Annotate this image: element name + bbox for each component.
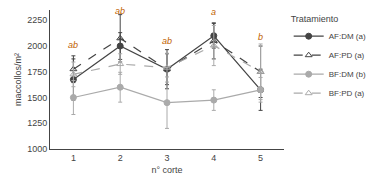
svg-text:2000: 2000 xyxy=(27,41,47,51)
svg-text:ab: ab xyxy=(162,36,172,46)
svg-text:2250: 2250 xyxy=(27,15,47,25)
svg-text:4: 4 xyxy=(211,153,216,163)
svg-text:BF:DM (b): BF:DM (b) xyxy=(329,70,366,79)
svg-text:ab: ab xyxy=(115,6,125,16)
svg-text:BF:PD (a): BF:PD (a) xyxy=(329,89,365,98)
svg-text:AF:DM (a): AF:DM (a) xyxy=(329,32,366,41)
svg-text:maccollos/m²: maccollos/m² xyxy=(13,53,23,106)
svg-text:AF:PD (a): AF:PD (a) xyxy=(329,51,365,60)
svg-text:3: 3 xyxy=(164,153,169,163)
svg-text:1750: 1750 xyxy=(27,67,47,77)
svg-text:2: 2 xyxy=(118,153,123,163)
svg-text:1000: 1000 xyxy=(27,144,47,154)
svg-text:ab: ab xyxy=(68,40,78,50)
svg-text:1250: 1250 xyxy=(27,118,47,128)
svg-text:b: b xyxy=(258,32,263,42)
svg-text:1: 1 xyxy=(71,153,76,163)
svg-text:Tratamiento: Tratamiento xyxy=(291,14,339,24)
svg-text:5: 5 xyxy=(258,153,263,163)
svg-text:1500: 1500 xyxy=(27,93,47,103)
svg-text:n° corte: n° corte xyxy=(151,165,182,175)
svg-text:a: a xyxy=(211,7,216,17)
